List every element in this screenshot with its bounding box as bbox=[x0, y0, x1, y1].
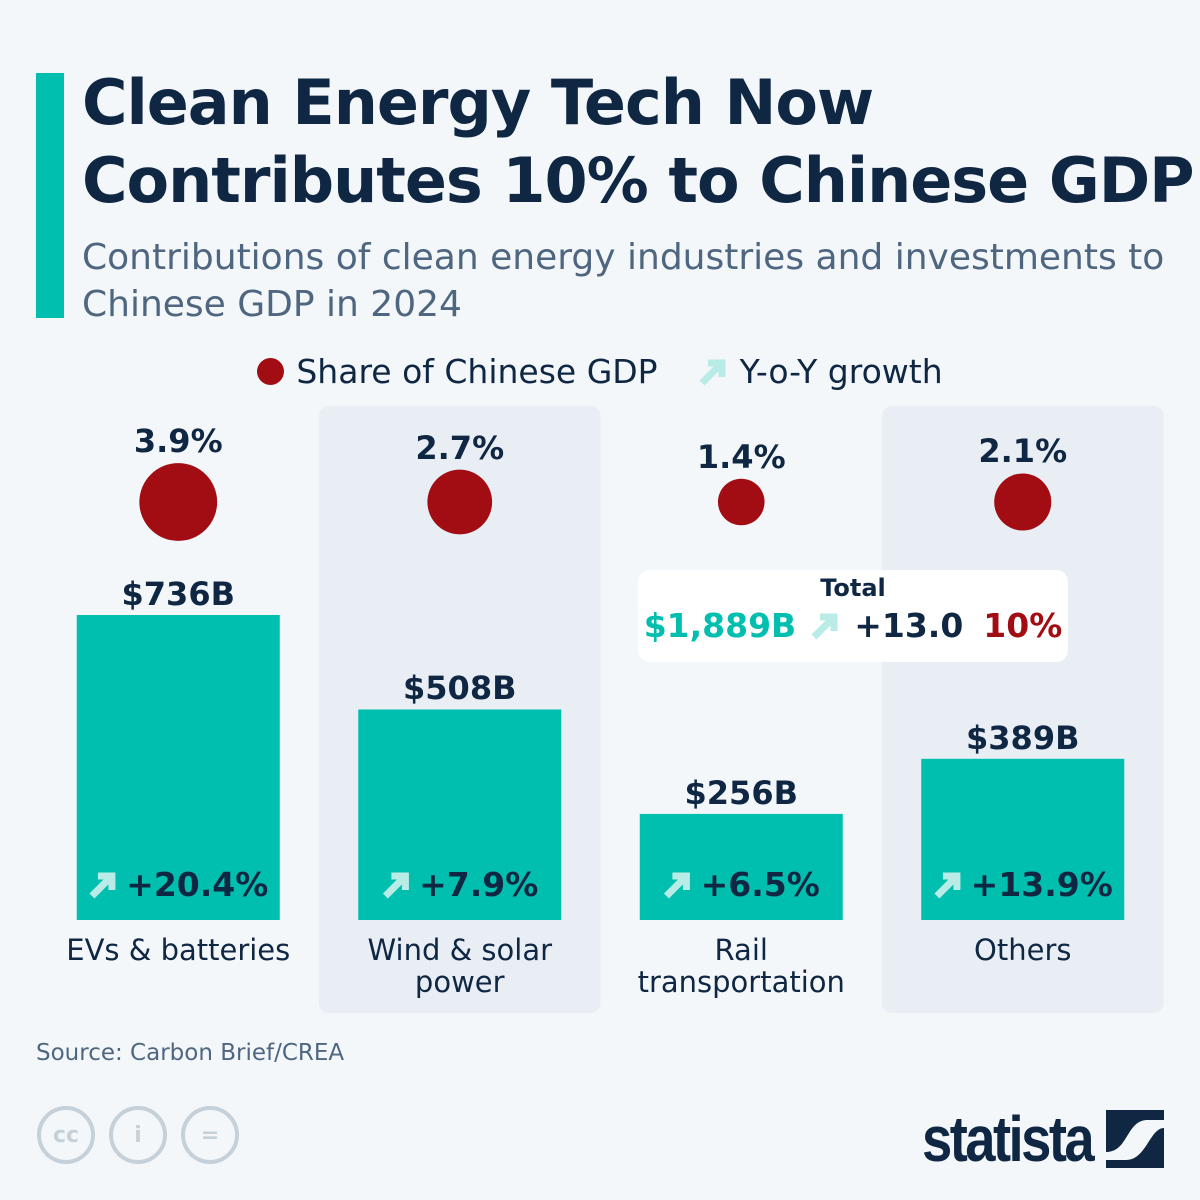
category-label-line: Wind & solar bbox=[367, 933, 553, 967]
source: Source: Carbon Brief/CREA bbox=[36, 1040, 345, 1066]
legend-share: Share of Chinese GDP bbox=[257, 352, 658, 391]
growth-value: +20.4% bbox=[126, 865, 269, 904]
category-label-line: EVs & batteries bbox=[66, 933, 291, 967]
title-accent-bar bbox=[36, 73, 64, 318]
gdp-share-circle-2 bbox=[717, 478, 765, 526]
value-label: $389B bbox=[966, 718, 1080, 757]
gdp-share-circle-0 bbox=[139, 463, 218, 541]
gdp-share-circle-3 bbox=[994, 473, 1052, 531]
category-label: Others bbox=[974, 934, 1071, 966]
growth-value: +6.5% bbox=[700, 865, 820, 904]
growth-value: +13.9% bbox=[970, 865, 1113, 904]
arrow-up-right-icon bbox=[811, 613, 838, 639]
legend-growth-label: Y-o-Y growth bbox=[739, 352, 943, 391]
category-label: Rail transportation bbox=[638, 934, 845, 998]
category-label: EVs & batteries bbox=[66, 934, 290, 966]
nd-icon: = bbox=[181, 1106, 239, 1164]
chart-title: Clean Energy Tech Now Contributes 10% to… bbox=[82, 64, 1195, 220]
arrow-up-right-icon bbox=[89, 872, 116, 898]
logo-wordmark: statista bbox=[921, 1103, 1095, 1175]
growth-value: +7.9% bbox=[419, 865, 539, 904]
cc-icon: cc bbox=[37, 1106, 95, 1164]
bar-0 bbox=[76, 615, 280, 920]
gdp-share-label: 2.1% bbox=[978, 432, 1068, 471]
license-icons: cc i = bbox=[37, 1106, 239, 1164]
total-share: 10% bbox=[983, 606, 1063, 645]
by-icon: i bbox=[109, 1106, 167, 1164]
value-label: $508B bbox=[403, 669, 517, 708]
legend: Share of Chinese GDP Y-o-Y growth bbox=[0, 352, 1200, 391]
arrow-up-right-icon bbox=[699, 359, 726, 385]
growth-label: +7.9% bbox=[381, 865, 538, 904]
category-label-line: transportation bbox=[637, 965, 845, 999]
total-label: Total bbox=[820, 574, 886, 602]
category-label-line: Others bbox=[974, 933, 1072, 967]
title-line-2: Contributes 10% to Chinese GDP bbox=[82, 144, 1195, 217]
title-line-1: Clean Energy Tech Now bbox=[82, 66, 874, 139]
gdp-share-label: 1.4% bbox=[696, 437, 786, 476]
total-growth: +13.0 bbox=[854, 606, 964, 645]
category-label: Wind & solar power bbox=[367, 934, 552, 998]
circle-icon bbox=[257, 358, 285, 385]
gdp-share-label: 3.9% bbox=[133, 422, 223, 461]
bar-3 bbox=[921, 758, 1125, 920]
statista-logo-icon bbox=[1106, 1110, 1164, 1168]
bar-2 bbox=[639, 813, 843, 920]
category-label-line: Rail bbox=[714, 933, 768, 967]
growth-label: +13.9% bbox=[933, 865, 1113, 904]
value-label: $256B bbox=[684, 773, 798, 812]
legend-growth: Y-o-Y growth bbox=[698, 352, 943, 391]
growth-label: +20.4% bbox=[88, 865, 268, 904]
value-label: $736B bbox=[121, 575, 235, 613]
arrow-up-right-icon bbox=[664, 872, 691, 898]
gdp-share-label: 2.7% bbox=[415, 428, 505, 467]
arrow-up-right-icon bbox=[382, 872, 409, 898]
gdp-share-circle-1 bbox=[427, 469, 493, 535]
total-value: $1,889B bbox=[643, 606, 797, 645]
arrow-up-right-icon bbox=[934, 872, 961, 898]
statista-logo: statista bbox=[892, 1102, 1164, 1176]
legend-share-label: Share of Chinese GDP bbox=[296, 352, 658, 391]
growth-label: +6.5% bbox=[663, 865, 820, 904]
category-label-line: power bbox=[414, 965, 505, 999]
chart-subtitle: Contributions of clean energy industries… bbox=[82, 237, 1165, 325]
total-box: Total $1,889B +13.0 10% bbox=[638, 570, 1068, 662]
